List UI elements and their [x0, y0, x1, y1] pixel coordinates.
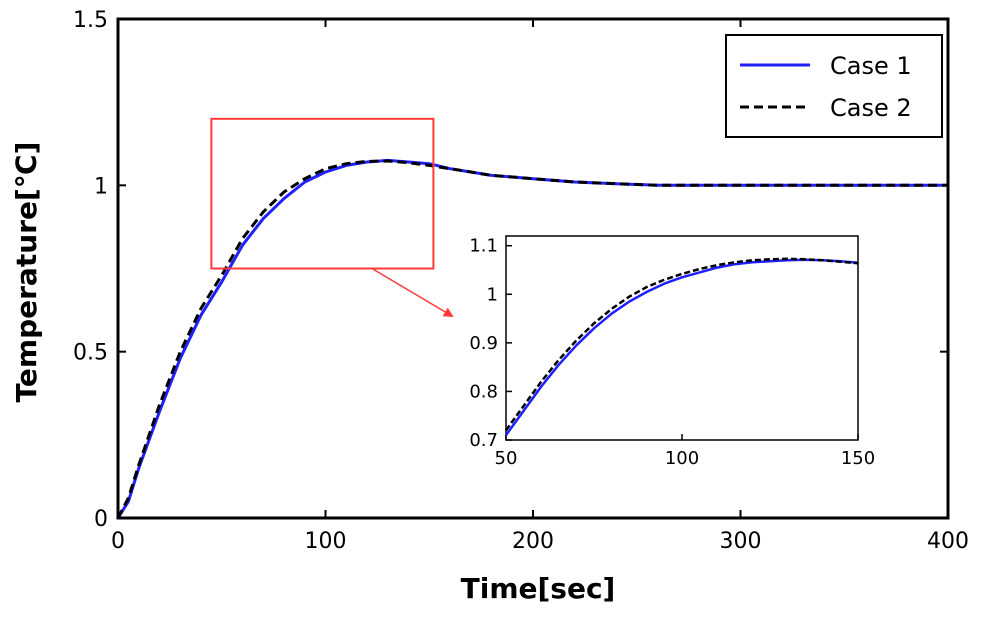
series-line-case-2 — [116, 159, 948, 519]
inset-y-tick-label: 0.9 — [469, 333, 498, 354]
x-tick-label: 200 — [512, 529, 554, 554]
y-tick-label: 0.5 — [73, 341, 108, 366]
inset-x-tick-label: 100 — [665, 448, 699, 469]
x-axis-title: Time[sec] — [461, 572, 616, 605]
y-tick-label: 1 — [94, 174, 108, 199]
inset-y-tick-label: 0.7 — [469, 430, 498, 451]
x-tick-label: 400 — [927, 529, 969, 554]
inset-y-tick-label: 1.1 — [469, 236, 498, 257]
y-tick-label: 1.5 — [73, 8, 108, 33]
inset-x-tick-label: 50 — [495, 448, 518, 469]
x-tick-label: 0 — [111, 529, 125, 554]
y-tick-label: 0 — [94, 507, 108, 532]
inset-series-line-case-1 — [504, 258, 859, 436]
x-tick-label: 100 — [305, 529, 347, 554]
zoom-arrow — [371, 267, 454, 318]
inset-x-tick-label: 150 — [841, 448, 875, 469]
inset-y-tick-label: 0.8 — [469, 381, 498, 402]
x-tick-label: 300 — [720, 529, 762, 554]
y-axis-title: Temperature[℃] — [10, 142, 43, 403]
inset-frame — [505, 235, 859, 441]
legend-label: Case 1 — [830, 52, 912, 80]
inset-y-tick-label: 1 — [487, 284, 498, 305]
zoom-region-box — [210, 117, 435, 270]
legend-box — [725, 34, 943, 138]
legend-label: Case 2 — [830, 94, 912, 122]
